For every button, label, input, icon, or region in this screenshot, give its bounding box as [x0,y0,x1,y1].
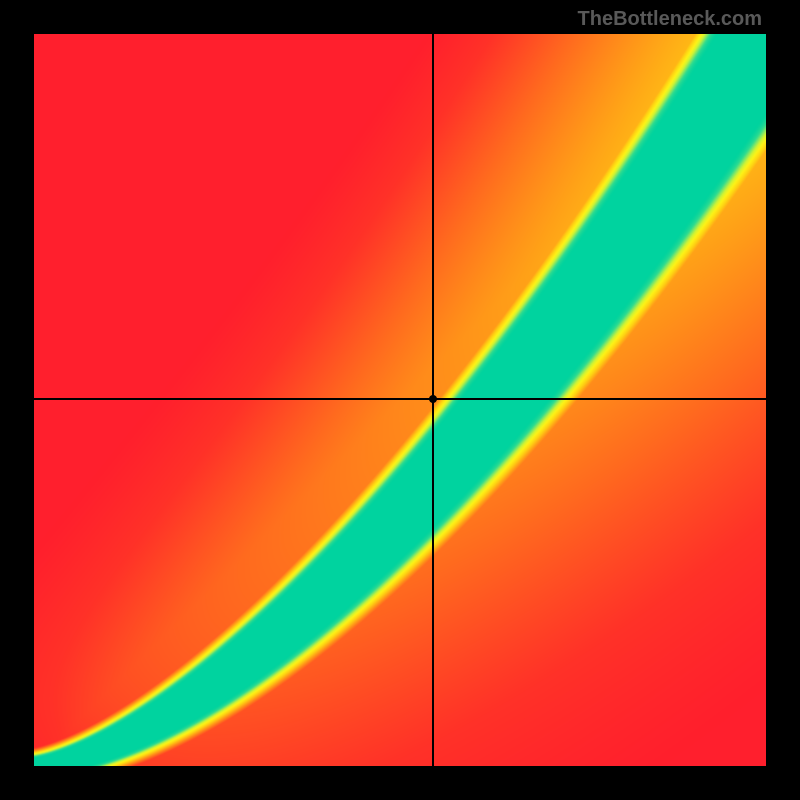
watermark-text: TheBottleneck.com [578,8,762,31]
crosshair-horizontal [34,398,766,400]
crosshair-point [429,395,437,403]
heatmap-canvas [34,34,766,766]
figure-container: TheBottleneck.com [0,0,800,800]
plot-area [34,34,766,766]
